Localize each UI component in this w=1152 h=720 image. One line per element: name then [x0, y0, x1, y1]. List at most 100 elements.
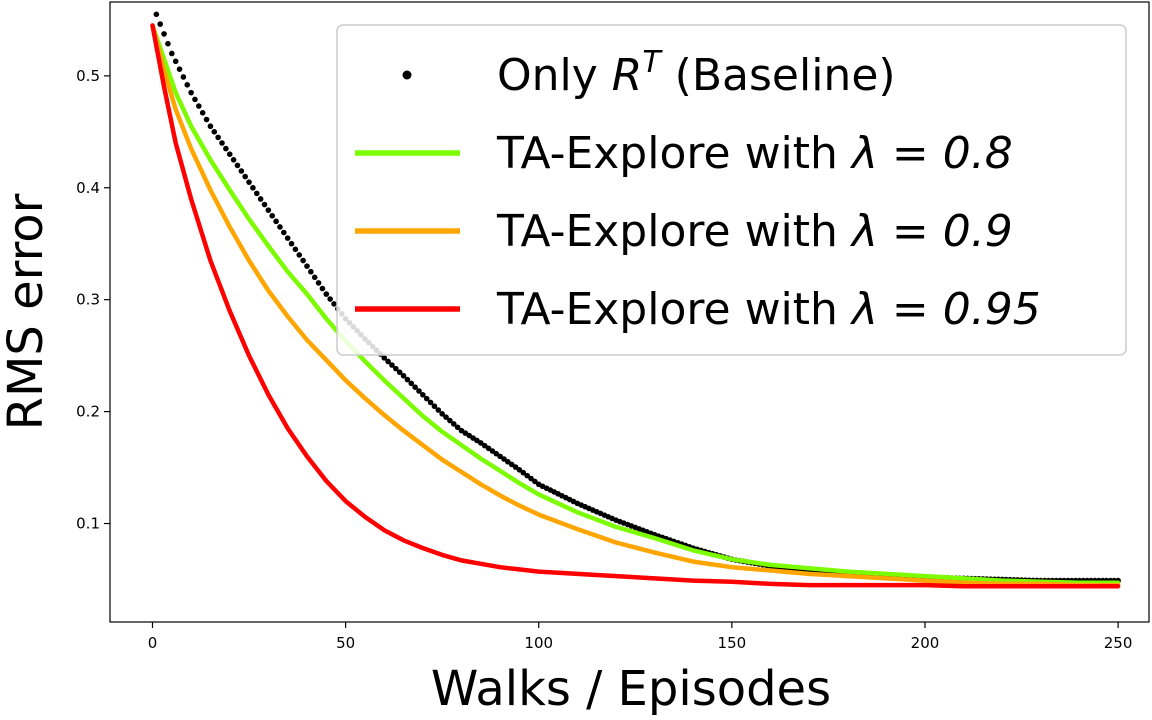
- data-point: [284, 235, 291, 241]
- legend-math: λ = 0.9: [850, 206, 1013, 257]
- data-point: [385, 358, 391, 365]
- data-point: [447, 417, 453, 424]
- data-point: [323, 291, 330, 297]
- series-line: [150, 23, 1121, 588]
- x-tick-label: 250: [1104, 634, 1133, 652]
- data-point: [157, 21, 164, 27]
- data-point: [296, 252, 303, 258]
- data-point: [250, 184, 256, 191]
- data-point: [396, 369, 403, 376]
- data-point: [454, 424, 461, 431]
- data-point: [408, 380, 415, 387]
- y-tick-label: 0.1: [76, 515, 100, 533]
- data-point: [439, 411, 445, 417]
- data-point: [242, 173, 248, 180]
- x-tick-label: 50: [336, 634, 355, 652]
- data-point: [196, 103, 202, 109]
- legend-math: λ = 0.95: [850, 284, 1041, 335]
- data-point: [153, 11, 160, 18]
- legend-prefix: TA-Explore with: [496, 206, 852, 257]
- data-point: [327, 296, 333, 302]
- legend-label: TA-Explore with λ = 0.8: [496, 128, 1013, 179]
- data-point: [203, 116, 210, 123]
- x-tick-label: 150: [718, 634, 747, 652]
- data-point: [207, 123, 214, 130]
- data-point: [393, 365, 399, 372]
- data-point: [423, 395, 430, 402]
- x-axis-ticks: 0 50 100 150 200 250: [148, 622, 1133, 652]
- data-point: [528, 475, 534, 482]
- data-point: [257, 196, 264, 202]
- data-point: [211, 129, 218, 135]
- series-layer: [150, 11, 1121, 589]
- legend: Only RT (Baseline) TA-Explore with λ = 0.…: [336, 24, 1127, 356]
- data-point: [524, 472, 530, 479]
- y-axis-ticks: 0.1 0.2 0.3 0.4 0.5: [76, 67, 110, 533]
- legend-math: λ = 0.8: [850, 128, 1013, 179]
- data-point: [389, 362, 395, 368]
- data-point: [412, 384, 418, 391]
- data-point: [176, 66, 183, 72]
- data-point: [226, 151, 233, 158]
- axes-frame: [109, 1, 1150, 623]
- y-tick-label: 0.5: [76, 67, 100, 85]
- y-axis-label: RMS error: [0, 193, 54, 430]
- series-1: [150, 23, 1121, 586]
- legend-entry-3: TA-Explore with λ = 0.95: [355, 284, 1041, 335]
- data-point: [188, 89, 194, 96]
- legend-prefix: Only: [497, 50, 612, 101]
- data-point: [165, 40, 171, 47]
- legend-entry-0: Only RT (Baseline): [402, 45, 896, 101]
- data-point: [265, 207, 272, 213]
- legend-suffix: (Baseline): [661, 50, 896, 101]
- data-point: [238, 168, 245, 174]
- data-point: [404, 376, 411, 383]
- data-point: [281, 229, 287, 236]
- data-point: [331, 301, 337, 307]
- data-point: [273, 218, 279, 225]
- data-point: [304, 263, 310, 269]
- data-point: [520, 469, 527, 476]
- data-point: [219, 140, 225, 146]
- x-tick-label: 0: [148, 634, 158, 652]
- legend-label: TA-Explore with λ = 0.9: [496, 206, 1013, 257]
- data-point: [450, 421, 457, 427]
- legend-box: [336, 24, 1127, 356]
- series-line: [150, 23, 1121, 586]
- data-point: [308, 268, 314, 275]
- y-tick-label: 0.2: [76, 403, 100, 421]
- data-point: [532, 478, 538, 485]
- legend-label: Only RT (Baseline): [497, 45, 896, 101]
- y-tick-label: 0.4: [76, 179, 100, 197]
- data-point: [416, 388, 422, 394]
- data-point: [234, 162, 241, 169]
- data-point: [168, 50, 175, 57]
- data-point: [431, 403, 438, 410]
- data-point: [315, 280, 322, 286]
- data-point: [319, 285, 326, 292]
- legend-prefix: TA-Explore with: [496, 284, 852, 335]
- legend-math-sup: T: [642, 45, 663, 80]
- x-tick-label: 100: [524, 634, 553, 652]
- data-point: [516, 466, 523, 473]
- data-point: [277, 224, 283, 230]
- data-point: [420, 392, 426, 398]
- data-point: [161, 31, 167, 37]
- data-point: [269, 212, 276, 219]
- series-3: [150, 23, 1121, 589]
- legend-entry-1: TA-Explore with λ = 0.8: [355, 128, 1013, 179]
- x-axis-label: Walks / Episodes: [431, 661, 831, 717]
- data-point: [180, 74, 187, 80]
- legend-label: TA-Explore with λ = 0.95: [496, 284, 1041, 335]
- data-point: [427, 399, 434, 406]
- data-point: [172, 58, 179, 65]
- data-point: [300, 257, 306, 264]
- data-point: [311, 274, 318, 281]
- data-point: [400, 372, 407, 379]
- legend-marker: [402, 70, 412, 80]
- data-point: [184, 82, 191, 88]
- data-point: [199, 109, 206, 116]
- data-point: [215, 134, 221, 141]
- series-2: [150, 23, 1121, 588]
